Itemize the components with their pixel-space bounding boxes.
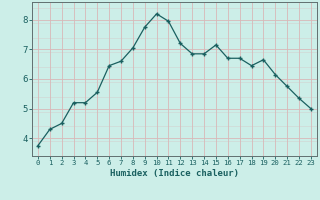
X-axis label: Humidex (Indice chaleur): Humidex (Indice chaleur) [110,169,239,178]
